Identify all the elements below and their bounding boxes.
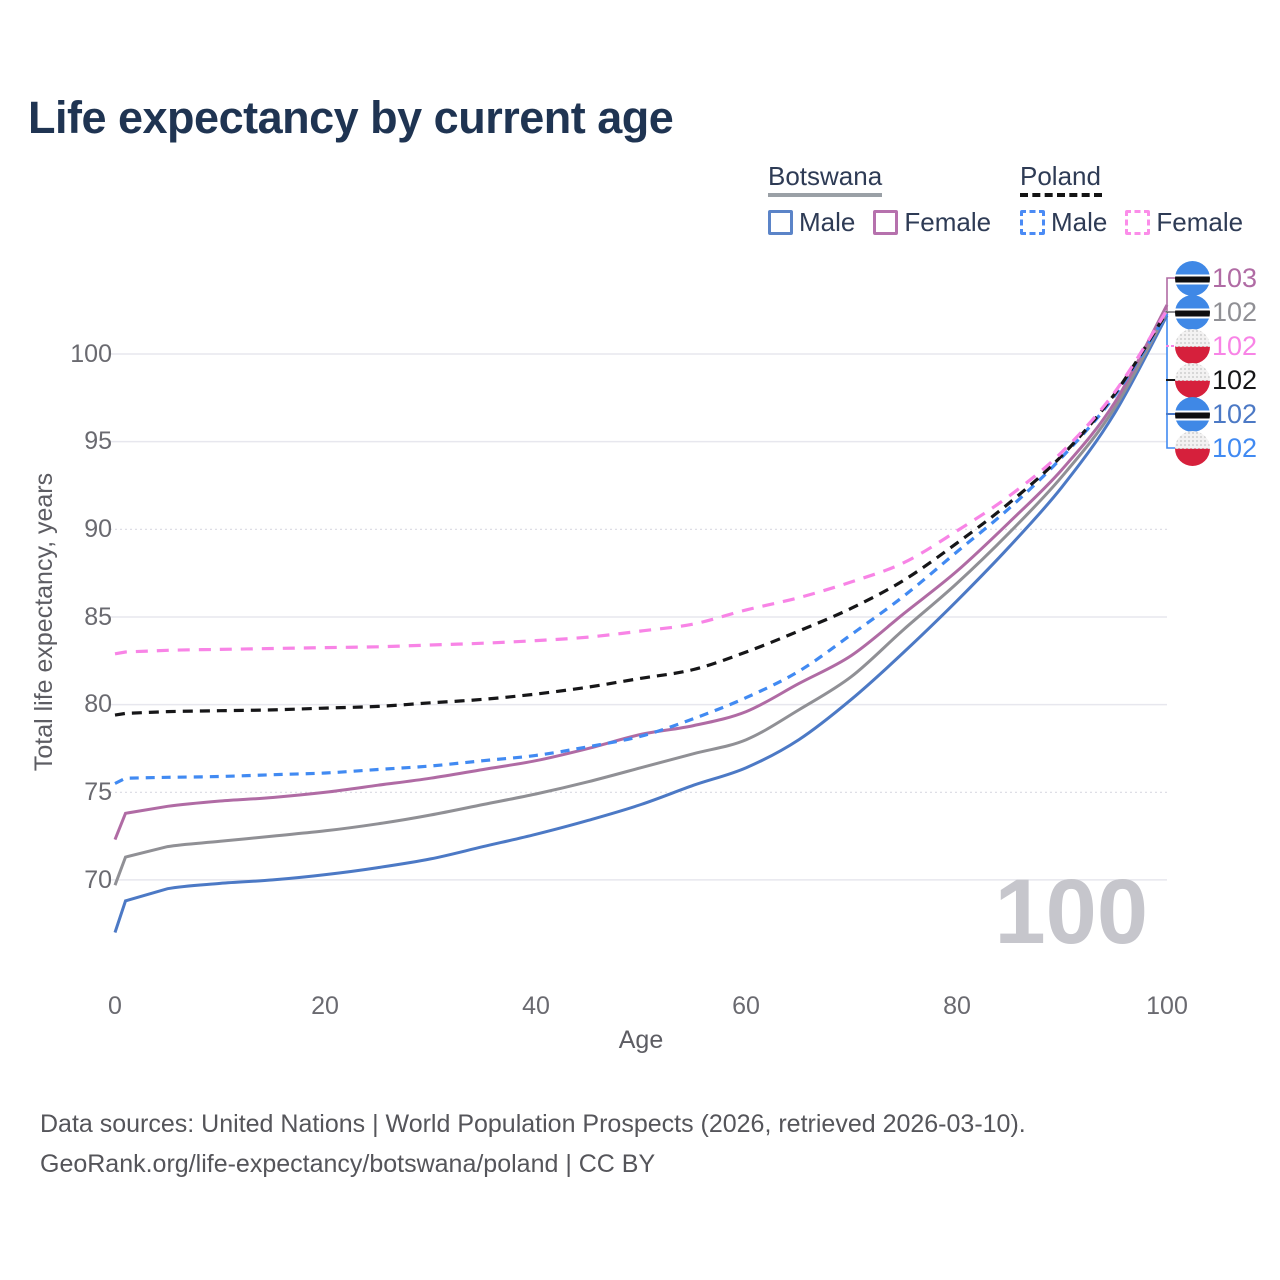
legend-label: Female [1156, 207, 1244, 237]
legend-group-botswana: Botswana Male Female [768, 162, 991, 238]
series-line-botswana-male [113, 314, 1169, 933]
legend-items-poland: Male Female [1020, 207, 1243, 238]
legend-item-botswana-male[interactable]: Male [768, 207, 855, 238]
series-line-poland [114, 311, 1169, 717]
x-axis-title: Age [618, 1026, 664, 1054]
botswana-flag-icon [1175, 397, 1210, 432]
y-tick-label: 85 [84, 603, 112, 631]
x-tick-label: 0 [108, 992, 122, 1020]
age-counter-watermark: 100 [994, 861, 1149, 963]
leader-line-botswana-female [1166, 277, 1176, 313]
legend-label: Male [799, 207, 856, 237]
series-line-poland-female [114, 309, 1169, 656]
end-value-botswana-female: 103 [1212, 263, 1258, 293]
poland-male-swatch-icon [1020, 210, 1045, 235]
data-sources-text: Data sources: United Nations | World Pop… [40, 1110, 1026, 1138]
x-tick-label: 40 [522, 992, 550, 1020]
end-value-poland-female: 102 [1212, 331, 1258, 361]
y-tick-label: 100 [70, 340, 112, 368]
legend-item-botswana-female[interactable]: Female [873, 207, 991, 238]
botswana-line-style-sample [768, 193, 882, 197]
series-line-botswana [113, 311, 1169, 886]
x-tick-label: 60 [732, 992, 760, 1020]
y-axis-title: Total life expectancy, years [30, 472, 58, 772]
poland-line-style-sample [1020, 193, 1102, 197]
y-tick-label: 90 [84, 515, 112, 543]
legend-country-botswana: Botswana [768, 161, 883, 191]
end-value-botswana: 102 [1212, 297, 1258, 327]
page-title: Life expectancy by current age [28, 92, 674, 143]
legend-items-botswana: Male Female [768, 207, 991, 238]
leader-line-poland-male [1166, 313, 1176, 449]
legend-label: Female [904, 207, 992, 237]
x-tick-label: 20 [311, 992, 339, 1020]
legend-country-poland: Poland [1020, 161, 1101, 191]
attribution-text: GeoRank.org/life-expectancy/botswana/pol… [40, 1150, 656, 1178]
y-tick-label: 70 [84, 866, 112, 894]
legend-item-poland-male[interactable]: Male [1020, 207, 1107, 238]
legend-item-poland-female[interactable]: Female [1125, 207, 1243, 238]
botswana-flag-icon [1175, 261, 1210, 296]
x-tick-label: 100 [1146, 992, 1188, 1020]
end-value-poland: 102 [1212, 365, 1258, 395]
poland-flag-icon [1175, 431, 1210, 466]
y-tick-label: 80 [84, 690, 112, 718]
y-tick-label: 75 [84, 778, 112, 806]
y-tick-label: 95 [84, 427, 112, 455]
series-line-botswana-female [113, 304, 1169, 841]
botswana-female-swatch-icon [873, 210, 899, 235]
end-value-poland-male: 102 [1212, 433, 1258, 463]
poland-flag-icon [1175, 363, 1210, 398]
series-line-poland-male [114, 312, 1169, 785]
legend-group-poland: Poland Male Female [1020, 162, 1243, 238]
botswana-male-swatch-icon [768, 210, 793, 235]
end-value-botswana-male: 102 [1212, 399, 1258, 429]
legend-label: Male [1051, 207, 1108, 237]
botswana-flag-icon [1175, 295, 1210, 330]
x-tick-label: 80 [943, 992, 971, 1020]
poland-flag-icon [1175, 329, 1210, 364]
poland-female-swatch-icon [1125, 210, 1151, 235]
